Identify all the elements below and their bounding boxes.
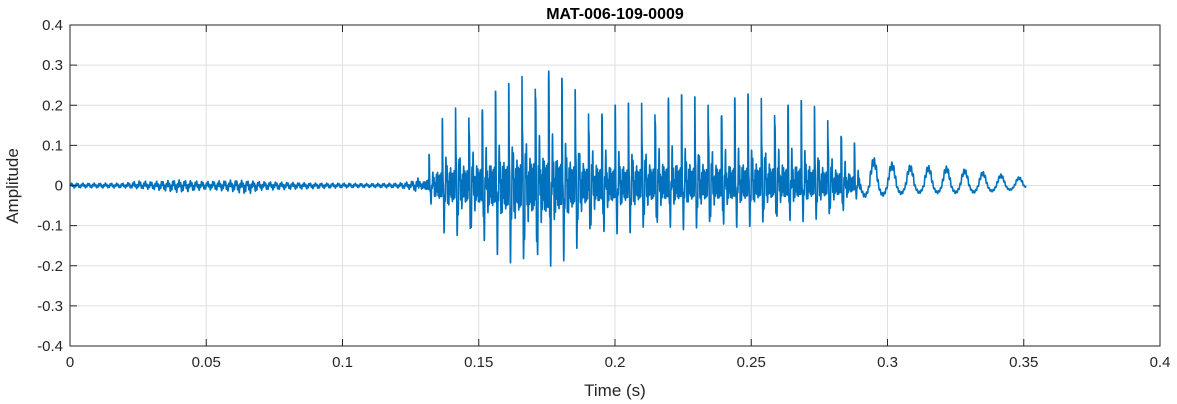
y-tick-label: -0.1 xyxy=(37,218,63,235)
chart-title: MAT-006-109-0009 xyxy=(546,6,684,23)
x-tick-label: 0.25 xyxy=(737,354,766,371)
x-tick-label: 0.4 xyxy=(1150,354,1171,371)
x-tick-label: 0.05 xyxy=(192,354,221,371)
y-axis-label: Amplitude xyxy=(3,148,22,224)
y-tick-label: -0.3 xyxy=(37,298,63,315)
y-tick-label: -0.4 xyxy=(37,338,63,355)
x-tick-label: 0.2 xyxy=(605,354,626,371)
x-axis-label: Time (s) xyxy=(584,381,646,400)
x-tick-label: 0.15 xyxy=(464,354,493,371)
y-tick-label: -0.2 xyxy=(37,258,63,275)
x-tick-label: 0 xyxy=(66,354,74,371)
y-tick-label: 0 xyxy=(55,178,63,195)
x-tick-label: 0.35 xyxy=(1009,354,1038,371)
y-tick-label: 0.2 xyxy=(42,97,63,114)
series-layer xyxy=(69,70,1028,267)
axis-ticks: 0 0.05 0.1 0.15 0.2 0.25 0.3 0.35 0.4 -0.4 -0.3 -0.… xyxy=(37,17,1170,371)
y-tick-label: 0.4 xyxy=(42,17,63,34)
y-tick-label: 0.1 xyxy=(42,137,63,154)
x-tick-label: 0.1 xyxy=(332,354,353,371)
y-tick-label: 0.3 xyxy=(42,57,63,74)
x-tick-label: 0.3 xyxy=(877,354,898,371)
series-line-amplitude xyxy=(69,70,1028,267)
